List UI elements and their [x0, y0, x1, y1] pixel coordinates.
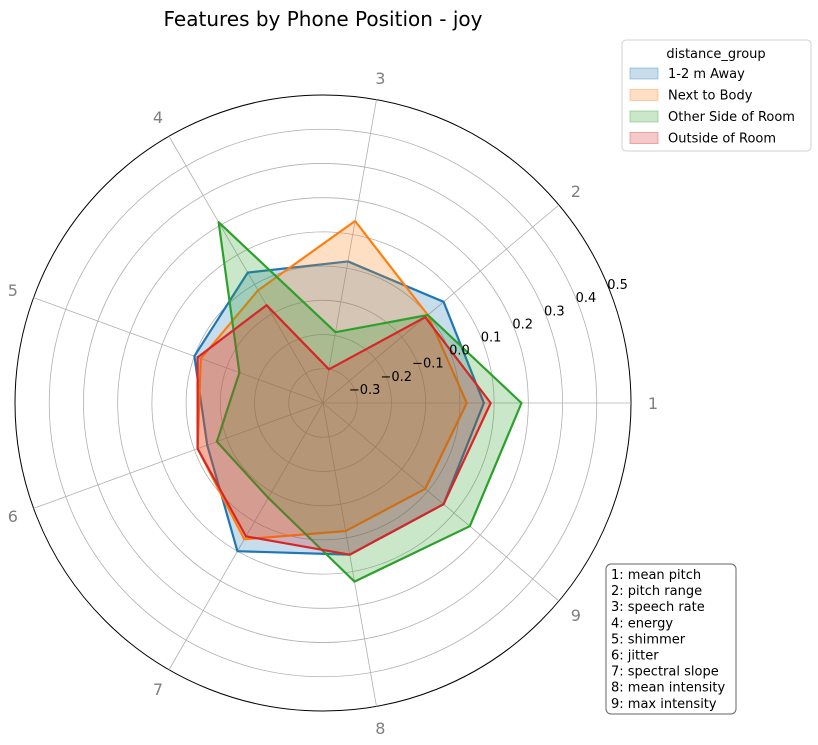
series-line: [215, 221, 523, 583]
axis-label: 9: [571, 606, 581, 625]
radar-spoke: [33, 297, 324, 404]
axis-label: 6: [8, 507, 18, 526]
feature-key-line: 8: mean intensity: [611, 681, 725, 696]
ring-tick-label: −0.3: [349, 383, 381, 398]
feature-key-line: 6: jitter: [611, 649, 659, 664]
legend-entry: 1-2 m Away: [668, 67, 745, 82]
radar-spoke: [322, 99, 377, 404]
radar-spoke: [33, 402, 324, 509]
legend-swatch: [629, 67, 659, 80]
series-line: [196, 219, 468, 541]
axis-label: 8: [375, 719, 385, 738]
radar-spoke: [322, 204, 560, 404]
legend-box: [621, 39, 812, 152]
legend-entry: Outside of Room: [668, 132, 776, 147]
series-area: [197, 221, 467, 540]
ring-tick-label: 0.2: [512, 317, 533, 332]
legend-title: distance_group: [666, 47, 765, 62]
axis-label: 4: [153, 108, 163, 127]
feature-key-line: 9: max intensity: [611, 697, 717, 712]
feature-key-line: 3: speech rate: [611, 600, 705, 615]
ring-tick-label: 0.1: [481, 331, 502, 346]
legend-entry: Other Side of Room: [668, 110, 795, 125]
series-area: [194, 261, 484, 555]
ring-tick-label: −0.2: [380, 370, 412, 385]
series-area: [216, 222, 522, 582]
series-area: [197, 305, 491, 555]
radar-labels: −0.3−0.2−0.1 0.0 0.1 0.2 0.3 0.4 0.5 1 2 3 4 5 6 7 8 9: [8, 69, 658, 738]
legend-swatch: [629, 132, 659, 144]
legend: distance_group 1-2 m Away Next to Body Othe…: [621, 39, 812, 152]
feature-key-line: 5: shimmer: [611, 632, 686, 647]
chart-title: Features by Phone Position - joy: [164, 7, 483, 31]
ring-tick-label: −0.1: [412, 357, 444, 372]
legend-swatch: [629, 89, 659, 101]
axis-label: 7: [153, 680, 163, 699]
radar-grid: [14, 94, 632, 712]
axis-label: 1: [648, 394, 658, 413]
radar-spoke: [168, 136, 324, 404]
ring-tick-label: 0.4: [576, 291, 597, 306]
series-line: [196, 304, 492, 556]
radar-spoke: [322, 402, 560, 602]
axis-label: 3: [375, 69, 385, 88]
ring-tick-label: 0.5: [607, 278, 628, 293]
feature-key-line: 7: spectral slope: [611, 665, 719, 680]
feature-key-line: 4: energy: [611, 616, 673, 631]
feature-key-line: 2: pitch range: [611, 584, 702, 599]
feature-key-line: 1: mean pitch: [611, 568, 701, 583]
feature-key-frame: [605, 563, 737, 715]
radar-series: [193, 219, 523, 583]
legend-swatch: [629, 110, 659, 123]
legend-entry: Next to Body: [668, 89, 753, 104]
ring-tick-label: 0.0: [449, 344, 470, 359]
axis-label: 2: [571, 182, 581, 201]
ring-tick-label: 0.3: [544, 304, 565, 319]
axis-label: 5: [8, 281, 18, 300]
